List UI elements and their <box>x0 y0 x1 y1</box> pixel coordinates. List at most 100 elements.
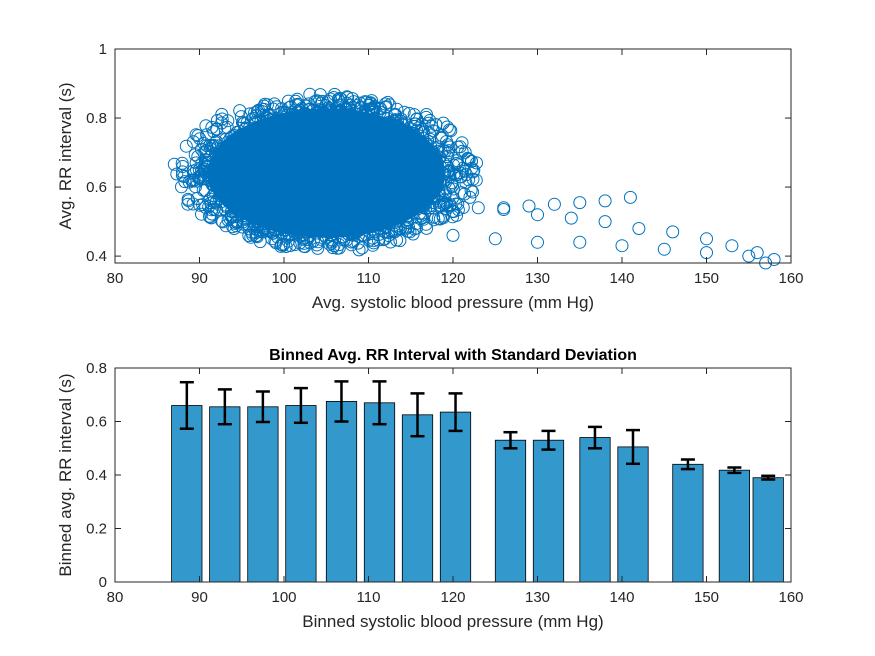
x-tick-label: 100 <box>271 270 296 287</box>
bar <box>718 469 751 583</box>
scatter-point <box>334 92 348 106</box>
bar <box>247 406 279 583</box>
scatter-point <box>341 91 355 105</box>
x-tick-label: 160 <box>778 270 803 287</box>
scatter-point <box>221 114 235 128</box>
scatter-point <box>436 116 450 130</box>
x-tick-label: 80 <box>107 589 124 606</box>
bar <box>209 406 241 583</box>
scatter-point <box>352 243 366 257</box>
x-tick-label: 110 <box>357 270 381 287</box>
scatter-point <box>291 97 305 111</box>
scatter-point <box>328 87 342 101</box>
scatter-point <box>443 140 457 154</box>
scatter-point <box>441 146 455 160</box>
bar <box>672 463 704 583</box>
x-tick-label: 90 <box>191 589 208 606</box>
scatter-point <box>464 183 478 197</box>
scatter-point <box>623 190 637 204</box>
scatter-point <box>194 168 208 182</box>
scatter-point <box>416 211 430 225</box>
scatter-point <box>598 194 612 208</box>
scatter-point <box>460 168 473 182</box>
scatter-point <box>446 228 460 242</box>
scatter-point <box>427 210 441 224</box>
scatter-point <box>182 194 196 208</box>
scatter-point <box>257 102 271 116</box>
scatter-point <box>742 249 756 263</box>
scatter-point <box>497 201 511 215</box>
scatter-point <box>397 105 411 119</box>
x-tick-label: 130 <box>525 589 550 606</box>
scatter-point <box>531 235 544 249</box>
scatter-point <box>179 139 193 153</box>
scatter-point <box>310 94 324 108</box>
scatter-point <box>573 196 587 210</box>
scatter-point <box>189 156 203 170</box>
y-tick-label: 1 <box>99 41 107 58</box>
scatter-point <box>190 174 204 188</box>
y-tick-label: 0 <box>99 574 107 591</box>
scatter-point <box>193 132 207 146</box>
scatter-point <box>303 87 317 101</box>
scatter-point <box>191 129 205 143</box>
scatter-point <box>615 239 629 253</box>
scatter-point <box>470 156 483 170</box>
x-tick-label: 110 <box>357 589 381 606</box>
y-axis-label: Binned avg. RR interval (s) <box>56 373 75 576</box>
scatter-point <box>469 173 483 187</box>
scatter-point <box>215 214 229 228</box>
scatter-point <box>266 102 280 116</box>
bars <box>171 400 784 583</box>
scatter-point <box>175 180 188 194</box>
scatter-point <box>434 131 448 144</box>
x-tick-label: 80 <box>107 270 124 287</box>
x-tick-label: 120 <box>440 589 465 606</box>
scatter-point <box>531 208 544 222</box>
scatter-point <box>363 98 377 112</box>
bar <box>752 477 784 583</box>
scatter-point <box>215 112 229 126</box>
bar <box>171 405 203 583</box>
scatter-point <box>244 230 258 244</box>
bar <box>325 400 358 583</box>
bar <box>439 411 472 583</box>
scatter-point <box>442 181 456 195</box>
scatter-point <box>564 211 578 225</box>
bar <box>401 414 434 583</box>
scatter-panel: 80 90 100 110 120 130 140 150 160 0.4 0.6 0.8 1 Avg. … <box>56 41 804 312</box>
scatter-core <box>207 108 445 238</box>
scatter-point <box>467 163 481 177</box>
scatter-point <box>297 239 311 253</box>
bar <box>579 437 611 583</box>
scatter-point <box>321 94 335 108</box>
scatter-point <box>454 170 467 184</box>
x-tick-label: 130 <box>525 270 550 287</box>
bar <box>285 405 317 583</box>
scatter-point <box>269 236 283 250</box>
scatter-point <box>598 215 612 229</box>
scatter-point <box>197 146 211 160</box>
y-tick-label: 0.4 <box>86 467 107 484</box>
bar-panel: 80 90 100 110 120 130 140 150 160 0 0.2 0.4 0.6 0.8 Bi… <box>56 347 804 631</box>
x-tick-label: 100 <box>271 589 296 606</box>
scatter-point <box>233 104 247 118</box>
x-axis-label: Avg. systolic blood pressure (mm Hg) <box>312 293 594 312</box>
x-tick-label: 90 <box>191 270 208 287</box>
bar <box>532 439 565 583</box>
error-bars <box>179 380 776 481</box>
scatter-point <box>367 100 381 114</box>
scatter-point <box>700 232 713 246</box>
bar <box>494 439 527 583</box>
x-tick-label: 150 <box>694 270 719 287</box>
scatter-point <box>632 222 646 235</box>
scatter-point <box>267 97 281 111</box>
scatter-point <box>429 180 443 194</box>
scatter-point <box>189 128 203 142</box>
y-tick-label: 0.2 <box>86 521 107 538</box>
scatter-point <box>367 236 381 250</box>
y-tick-label: 0.8 <box>86 360 107 377</box>
scatter-point <box>401 224 415 238</box>
scatter-point <box>455 186 469 200</box>
